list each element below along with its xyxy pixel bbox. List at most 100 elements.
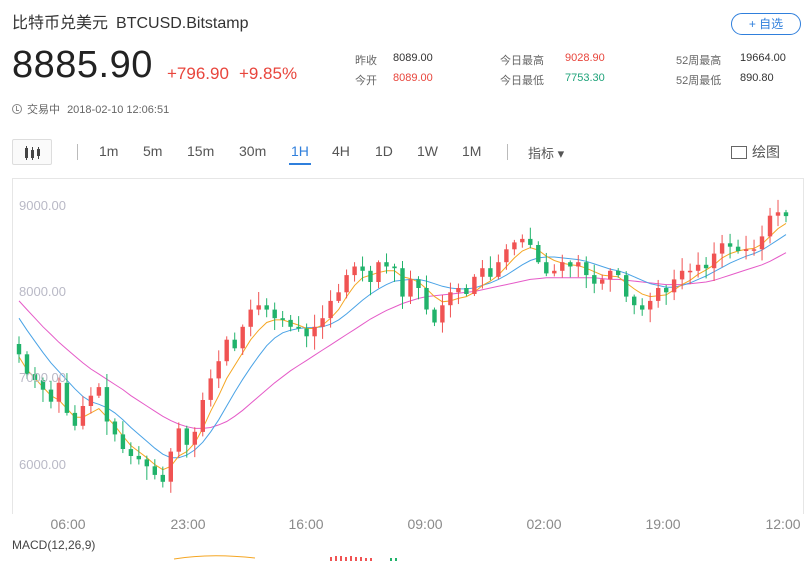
candle	[328, 290, 333, 328]
day-low-label: 今日最低	[500, 75, 544, 87]
candle	[520, 234, 525, 248]
prev-close-value: 8089.00	[393, 52, 433, 64]
candle	[480, 260, 485, 289]
open-label: 今开	[355, 75, 377, 87]
day-high-value: 9028.90	[565, 52, 605, 64]
current-price: 8885.90	[12, 44, 153, 86]
candle	[400, 260, 405, 309]
candle	[640, 298, 645, 316]
candle	[703, 257, 709, 279]
candle	[759, 225, 765, 261]
candle	[112, 418, 118, 442]
macd-preview	[173, 555, 397, 561]
candle	[64, 373, 70, 416]
candle	[128, 442, 134, 465]
candle	[544, 252, 549, 277]
candle	[432, 307, 437, 327]
candle	[456, 283, 461, 305]
timeframe-1w[interactable]: 1W	[417, 143, 438, 159]
candle	[608, 268, 613, 292]
x-axis-label: 19:00	[645, 516, 681, 532]
candle	[320, 305, 325, 339]
candle	[352, 262, 357, 282]
candle	[496, 254, 501, 280]
trading-status: 交易中 2018-02-10 12:06:51	[12, 101, 169, 117]
toolbar-divider	[77, 144, 78, 160]
timeframe-5m[interactable]: 5m	[143, 143, 163, 159]
candle	[304, 323, 309, 348]
candle	[767, 207, 773, 244]
candle	[208, 369, 213, 407]
week52-low-label: 52周最低	[676, 75, 722, 87]
timeframe-15m[interactable]: 15m	[187, 143, 215, 159]
candle	[743, 235, 749, 260]
price-change: +796.90 +9.85%	[167, 64, 297, 84]
candle	[687, 263, 693, 285]
timeframe-1m[interactable]: 1m	[99, 143, 119, 159]
candle	[592, 264, 597, 294]
price-chart[interactable]: 9000.00 8000.00 7000.00 6000.00 06:00 23:00 1…	[12, 178, 804, 532]
x-axis-label: 16:00	[288, 516, 324, 532]
candle	[144, 455, 149, 480]
drawing-icon	[731, 146, 747, 159]
x-axis-label: 02:00	[526, 516, 562, 532]
candle	[576, 255, 581, 278]
x-axis-label: 06:00	[50, 516, 86, 532]
candle	[783, 209, 789, 223]
candle	[272, 302, 277, 330]
candle	[200, 392, 205, 437]
candle	[552, 264, 557, 277]
status-timestamp: 2018-02-10 12:06:51	[67, 104, 170, 116]
candle	[32, 367, 38, 388]
candle	[312, 314, 317, 350]
candle	[464, 284, 469, 297]
candle	[616, 268, 621, 278]
timeframe-1d[interactable]: 1D	[375, 143, 393, 159]
draw-button[interactable]: 绘图	[731, 142, 780, 162]
day-low-value: 7753.30	[565, 72, 605, 84]
x-axis-label: 09:00	[407, 516, 443, 532]
candle	[72, 405, 78, 431]
candle	[40, 377, 46, 402]
y-axis-label: 6000.00	[19, 456, 66, 472]
candlestick-chart	[16, 199, 789, 493]
candle	[711, 242, 717, 281]
week52-low-value: 890.80	[740, 72, 774, 84]
candle	[24, 351, 30, 379]
candle	[136, 446, 141, 465]
y-axis-label: 9000.00	[19, 198, 66, 214]
y-axis-label: 8000.00	[19, 284, 66, 300]
indicator-dropdown[interactable]: 指标 ▾	[528, 146, 565, 161]
candle	[735, 239, 741, 254]
change-percent: +9.85%	[238, 64, 298, 83]
add-watchlist-button[interactable]: + 自选	[731, 13, 801, 35]
macd-label: MACD(12,26,9)	[12, 538, 96, 552]
candle	[336, 283, 341, 303]
candle	[648, 292, 653, 323]
candle	[160, 466, 165, 488]
timeframe-1mo[interactable]: 1M	[462, 143, 482, 159]
candle	[512, 239, 517, 256]
candle	[264, 298, 269, 318]
candle	[664, 284, 669, 305]
candle	[568, 260, 573, 278]
week52-high-value: 19664.00	[740, 52, 786, 64]
instrument-name: 比特币兑美元	[12, 15, 109, 32]
candle	[48, 380, 54, 409]
trading-state: 交易中	[27, 104, 60, 116]
timeframe-30m[interactable]: 30m	[239, 143, 267, 159]
open-value: 8089.00	[393, 72, 433, 84]
candle	[504, 244, 509, 270]
candle	[280, 311, 285, 327]
candle	[216, 350, 221, 389]
chart-type-button[interactable]	[12, 139, 52, 165]
candle	[232, 332, 237, 352]
toolbar-divider	[507, 144, 508, 160]
clock-icon	[12, 104, 22, 114]
candle	[695, 252, 701, 278]
timeframe-4h[interactable]: 4H	[332, 143, 350, 159]
timeframe-1h[interactable]: 1H	[289, 143, 311, 165]
candle	[296, 316, 301, 332]
candle	[560, 254, 565, 278]
candle	[384, 253, 389, 274]
